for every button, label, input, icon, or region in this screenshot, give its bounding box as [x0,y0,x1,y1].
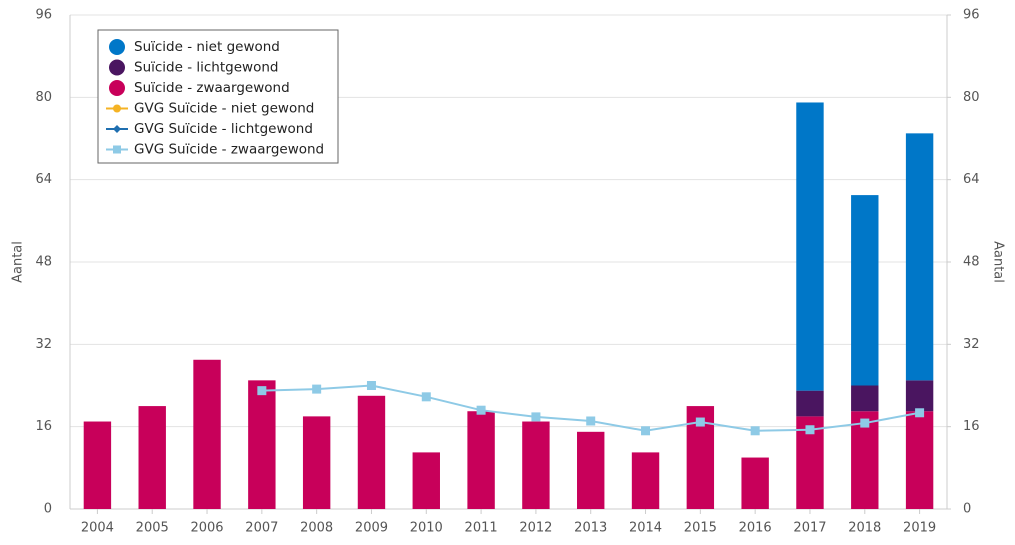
point [641,426,651,436]
bar [905,411,934,509]
x-tick-label: 2018 [848,521,881,536]
x-tick-label: 2007 [245,521,278,536]
bar [522,421,550,509]
bar [851,195,879,386]
legend-label: GVG Suïcide - lichtgewond [134,121,313,137]
point [805,425,815,435]
bar [193,359,221,509]
bar [796,390,824,417]
bar [302,416,331,509]
y2-tick-label: 96 [963,8,980,23]
x-tick-label: 2005 [136,521,169,536]
bar [905,133,934,381]
legend-label: Suïcide - niet gewond [134,39,280,55]
x-tick-label: 2015 [684,521,717,536]
legend-marker [113,104,121,113]
point [366,381,376,390]
legend-marker [109,59,125,76]
y-tick-label: 80 [35,90,52,105]
y-tick-label: 16 [35,419,52,434]
y2-tick-label: 48 [963,255,980,270]
x-tick-label: 2006 [190,521,223,536]
legend: Suïcide - niet gewond Suïcide - lichtgewo… [97,29,339,164]
x-tick-label: 2008 [300,521,333,536]
legend-label: Suïcide - zwaargewond [134,80,290,96]
bar [138,406,166,509]
bar [741,457,769,509]
legend-label: Suïcide - lichtgewond [134,60,278,76]
point [257,386,267,396]
point [586,416,596,426]
bar [412,452,440,509]
point [531,412,541,422]
bar [83,421,112,509]
x-tick-label: 2016 [739,521,772,536]
legend-label: GVG Suïcide - zwaargewond [134,142,324,158]
bar [631,452,660,509]
y2-axis-label: Aantal [991,241,1006,283]
y2-tick-label: 64 [963,172,980,187]
legend-box [97,29,339,164]
x-tick-label: 2014 [629,521,662,536]
y-tick-label: 48 [35,255,52,270]
point [915,408,925,418]
y-tick-label: 32 [35,337,52,352]
bar [248,380,276,509]
point [312,384,322,394]
y-tick-label: 64 [35,172,52,187]
legend-marker [109,39,125,55]
y-axis-label: Aantal [11,241,26,283]
legend-marker [113,145,121,154]
y-tick-label: 96 [35,8,52,23]
y2-tick-label: 80 [963,90,980,105]
bar [357,395,386,509]
x-tick-label: 2004 [81,521,114,536]
point [860,418,870,428]
bar [905,380,934,412]
bar [467,411,495,509]
bar [851,385,879,412]
y2-tick-label: 0 [963,502,971,517]
point [421,392,431,402]
x-tick-label: 2011 [465,521,498,536]
y2-tick-label: 32 [963,337,980,352]
x-tick-label: 2010 [410,521,443,536]
point [476,405,486,415]
legend-marker [109,80,125,96]
x-tick-label: 2019 [903,521,936,536]
point [695,417,705,427]
x-tick-label: 2009 [355,521,388,536]
y2-tick-label: 16 [963,419,980,434]
point [750,426,760,436]
bar [577,431,605,509]
bar [796,102,824,391]
legend-marker [113,125,121,133]
x-tick-label: 2017 [793,521,826,536]
x-tick-label: 2012 [519,521,552,536]
y-tick-label: 0 [44,502,52,517]
legend-label: GVG Suïcide - niet gewond [134,101,314,117]
x-tick-label: 2013 [574,521,607,536]
